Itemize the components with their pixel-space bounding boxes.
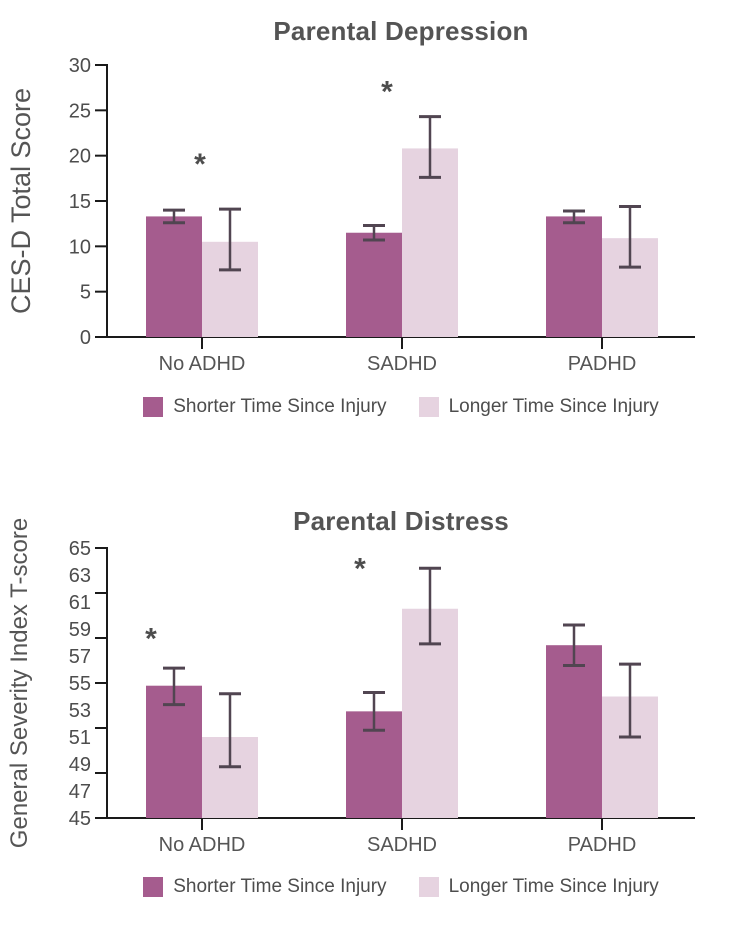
parental-distress-plot: 45 47 49 51 53 55 57 59 61 63 65 No ADHD SADHD PADHD *… [6, 518, 695, 856]
y-tick-label: 63 [69, 565, 91, 587]
y-tick-label: 57 [69, 646, 91, 668]
category-label: SADHD [367, 353, 437, 375]
y-tick-label: 55 [69, 673, 91, 695]
y-tick-label: 10 [69, 236, 91, 258]
bar-shorter-no-adhd [146, 216, 202, 337]
legend-label-shorter-time: Shorter Time Since Injury [173, 876, 387, 897]
significance-asterisk: * [194, 148, 206, 181]
significance-asterisk: * [145, 622, 157, 655]
category-label: No ADHD [159, 834, 246, 856]
y-tick-label: 45 [69, 808, 91, 830]
y-tick-label: 20 [69, 146, 91, 168]
parental-depression-plot: 0 5 10 15 20 25 30 No ADHD SADHD PADHD * * CES-D Tot… [6, 55, 695, 375]
bar-shorter-no-adhd [146, 685, 202, 818]
legend-label-longer-time: Longer Time Since Injury [448, 876, 659, 897]
legend-swatch-longer-time-icon [418, 397, 439, 417]
chart-title-parental-distress: Parental Distress [293, 506, 509, 536]
bar-longer-sadhd [402, 148, 458, 337]
bar-shorter-padhd [546, 216, 602, 337]
y-tick-label: 59 [69, 619, 91, 641]
category-label: PADHD [568, 834, 637, 856]
significance-asterisk: * [354, 552, 366, 585]
y-tick-label: 61 [69, 592, 91, 614]
legend-swatch-longer-time-icon [418, 877, 439, 897]
y-tick-label: 5 [80, 282, 91, 304]
legend-label-shorter-time: Shorter Time Since Injury [173, 396, 387, 417]
legend-parental-distress: Shorter Time Since Injury Longer Time Si… [51, 874, 751, 900]
significance-asterisk: * [381, 75, 393, 108]
legend-swatch-shorter-time-icon [143, 397, 164, 417]
category-label: PADHD [568, 353, 637, 375]
y-tick-label: 53 [69, 700, 91, 722]
legend-item-shorter-time: Shorter Time Since Injury [143, 396, 387, 418]
y-tick-label: 30 [69, 55, 91, 77]
parental-depression-chart: Parental Depression 0 5 10 15 20 25 30 No ADHD S… [0, 0, 751, 460]
legend-item-longer-time: Longer Time Since Injury [418, 396, 659, 418]
legend-item-shorter-time: Shorter Time Since Injury [143, 876, 387, 898]
y-tick-label: 51 [69, 727, 91, 749]
bar-shorter-sadhd [346, 232, 402, 337]
parental-distress-chart: Parental Distress 45 47 49 51 53 55 57 59 61 63 65… [0, 460, 751, 928]
y-tick-label: 15 [69, 191, 91, 213]
y-tick-label: 25 [69, 100, 91, 122]
y-tick-label: 47 [69, 781, 91, 803]
y-tick-label: 65 [69, 538, 91, 560]
y-axis-title: CES-D Total Score [6, 88, 36, 314]
legend-item-longer-time: Longer Time Since Injury [418, 876, 659, 898]
y-tick-label: 49 [69, 754, 91, 776]
category-label: SADHD [367, 834, 437, 856]
y-axis-title: General Severity Index T-score [6, 518, 33, 848]
legend-swatch-shorter-time-icon [143, 877, 164, 897]
legend-label-longer-time: Longer Time Since Injury [448, 396, 659, 417]
chart-title-parental-depression: Parental Depression [273, 16, 529, 46]
category-label: No ADHD [159, 353, 246, 375]
bar-shorter-padhd [546, 645, 602, 818]
y-tick-label: 0 [80, 327, 91, 349]
legend-parental-depression: Shorter Time Since Injury Longer Time Si… [51, 394, 751, 420]
